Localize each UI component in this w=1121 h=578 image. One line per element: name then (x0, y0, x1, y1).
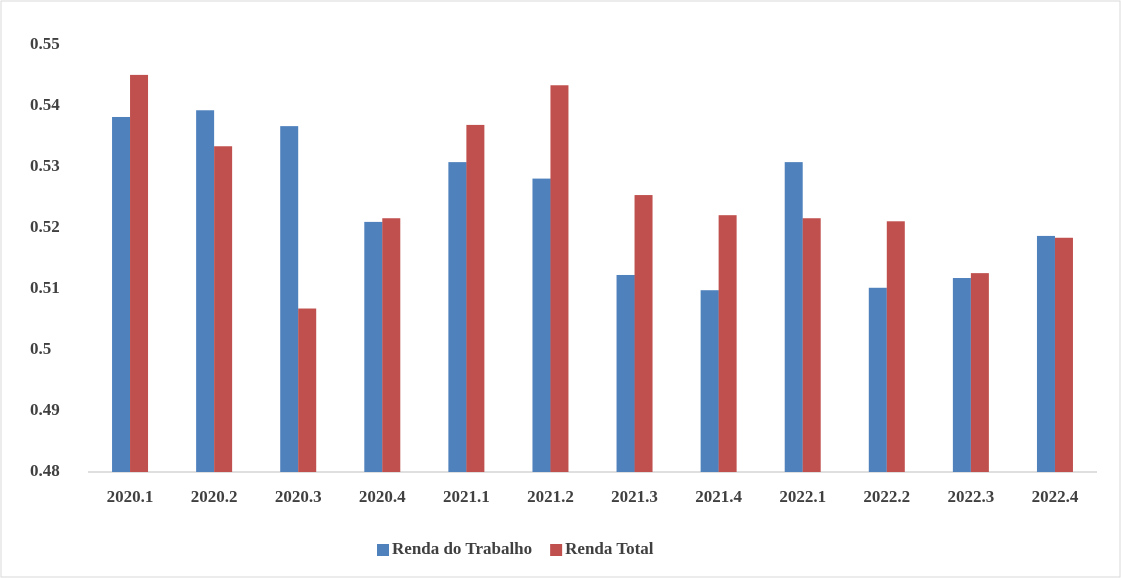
bar (130, 74, 149, 472)
legend-swatch (550, 544, 563, 556)
y-tick-label: 0.49 (30, 400, 60, 419)
x-tick-label: 2021.1 (443, 487, 490, 506)
y-tick-label: 0.53 (30, 156, 60, 175)
x-tick-label: 2022.4 (1032, 487, 1079, 506)
y-tick-label: 0.54 (30, 95, 60, 114)
x-tick-label: 2022.1 (779, 487, 826, 506)
x-tick-label: 2021.3 (611, 487, 658, 506)
x-tick-label: 2020.3 (275, 487, 322, 506)
y-tick-label: 0.55 (30, 34, 60, 53)
bar (802, 218, 821, 472)
bar (634, 195, 653, 472)
bar (784, 162, 803, 472)
bar (448, 162, 467, 472)
bar (112, 116, 131, 472)
bar (196, 110, 215, 473)
y-tick-label: 0.51 (30, 278, 60, 297)
bar (550, 85, 569, 472)
bar (616, 274, 635, 472)
x-tick-label: 2021.4 (695, 487, 742, 506)
bar (970, 273, 989, 472)
legend-label: Renda do Trabalho (392, 539, 532, 558)
bar (364, 221, 383, 472)
bar (298, 308, 317, 472)
x-tick-label: 2020.1 (107, 487, 154, 506)
bar (718, 215, 737, 472)
x-tick-label: 2020.2 (191, 487, 238, 506)
bar (868, 287, 887, 472)
bar (700, 290, 719, 472)
y-tick-label: 0.48 (30, 461, 60, 480)
bar (1036, 235, 1055, 472)
x-tick-label: 2020.4 (359, 487, 406, 506)
y-tick-label: 0.5 (30, 339, 51, 358)
x-tick-label: 2021.2 (527, 487, 574, 506)
x-tick-label: 2022.2 (863, 487, 910, 506)
bar (214, 146, 233, 472)
legend-label: Renda Total (565, 539, 654, 558)
x-tick-label: 2022.3 (948, 487, 995, 506)
bar (532, 178, 551, 472)
bar (1054, 237, 1073, 472)
bar (952, 278, 971, 472)
bar (466, 124, 485, 472)
bar (382, 218, 401, 472)
legend-swatch (377, 544, 389, 556)
y-tick-label: 0.52 (30, 217, 60, 236)
bar (280, 126, 299, 472)
bar (886, 221, 905, 472)
